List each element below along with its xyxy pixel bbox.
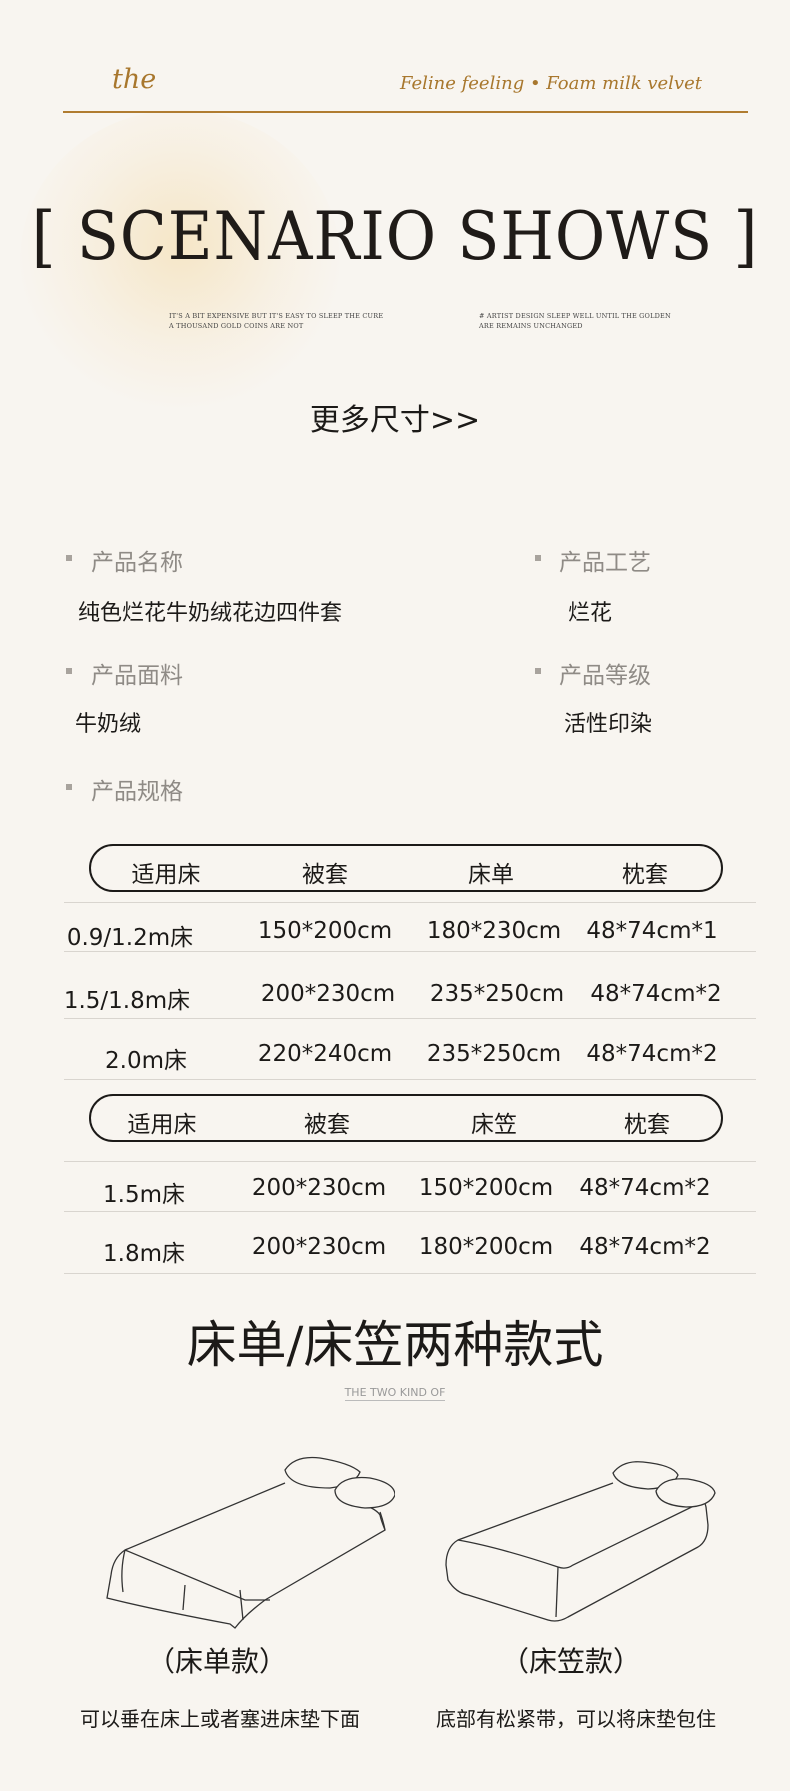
table1-cell: 235*250cm xyxy=(429,981,565,1007)
bullet-icon xyxy=(66,784,72,790)
table2-cell: 200*230cm xyxy=(251,1175,387,1201)
flat-sheet-label: （床单款） xyxy=(146,1645,288,1678)
note-line: ARE REMAINS UNCHANGED xyxy=(479,322,583,330)
hero-note-left: IT'S A BIT EXPENSIVE BUT IT'S EASY TO SL… xyxy=(169,311,383,331)
styles-heading: 床单/床笠两种款式 xyxy=(186,1316,604,1374)
styles-subheading: THE TWO KIND OF xyxy=(0,1386,790,1401)
table2-cell: 1.5m床 xyxy=(103,1182,185,1208)
table1-cell: 220*240cm xyxy=(257,1041,393,1067)
product-name-label: 产品名称 xyxy=(91,550,183,576)
table1-cell: 48*74cm*2 xyxy=(586,1041,718,1067)
subheading-text: THE TWO KIND OF xyxy=(344,1386,446,1401)
product-craft-value: 烂花 xyxy=(568,601,613,626)
table2-header-cell: 适用床 xyxy=(127,1112,197,1138)
fitted-sheet-label: （床笠款） xyxy=(500,1645,642,1678)
note-line: IT'S A BIT EXPENSIVE BUT IT'S EASY TO SL… xyxy=(169,312,384,320)
table1-cell: 2.0m床 xyxy=(105,1048,187,1074)
table1-cell: 0.9/1.2m床 xyxy=(66,925,194,951)
table1-cell: 200*230cm xyxy=(260,981,396,1007)
table1-cell: 180*230cm xyxy=(426,918,562,944)
product-fabric-label: 产品面料 xyxy=(91,663,183,689)
bullet-icon xyxy=(535,555,541,561)
fitted-sheet-bed-icon xyxy=(445,1461,716,1622)
table1-cell: 48*74cm*2 xyxy=(590,981,722,1007)
table2-cell: 180*200cm xyxy=(418,1234,554,1260)
table1-cell: 1.5/1.8m床 xyxy=(63,988,191,1014)
table1-header-cell: 床单 xyxy=(468,862,514,888)
table2-cell: 1.8m床 xyxy=(103,1241,185,1267)
row-divider xyxy=(64,1161,756,1162)
flat-sheet-caption: 可以垂在床上或者塞进床垫下面 xyxy=(80,1707,360,1731)
table1-cell: 48*74cm*1 xyxy=(586,918,718,944)
row-divider xyxy=(64,902,756,903)
table2-cell: 48*74cm*2 xyxy=(579,1175,711,1201)
row-divider xyxy=(64,1079,756,1080)
fitted-sheet-caption: 底部有松紧带，可以将床垫包住 xyxy=(436,1707,716,1731)
bullet-icon xyxy=(66,668,72,674)
table1-cell: 235*250cm xyxy=(426,1041,562,1067)
table1-header-cell: 枕套 xyxy=(622,862,668,888)
product-name-value: 纯色烂花牛奶绒花边四件套 xyxy=(78,601,343,626)
table2-header xyxy=(89,1094,723,1142)
table1-header-cell: 适用床 xyxy=(131,862,201,888)
table2-cell: 200*230cm xyxy=(251,1234,387,1260)
note-line: # ARTIST DESIGN SLEEP WELL UNTIL THE GOL… xyxy=(479,312,671,320)
more-sizes-link[interactable]: 更多尺寸>> xyxy=(309,403,481,438)
table1-header xyxy=(89,844,723,892)
row-divider xyxy=(64,1273,756,1274)
header-divider xyxy=(63,111,748,113)
table2-header-cell: 被套 xyxy=(304,1112,350,1138)
bullet-icon xyxy=(535,668,541,674)
hero-title: [ SCENARIO SHOWS ] xyxy=(31,198,759,275)
row-divider xyxy=(64,1211,756,1212)
brand-text: the xyxy=(112,64,157,95)
background-glow xyxy=(20,110,340,410)
bullet-icon xyxy=(66,555,72,561)
product-grade-label: 产品等级 xyxy=(559,663,651,689)
product-size-label: 产品规格 xyxy=(91,779,183,805)
product-fabric-value: 牛奶绒 xyxy=(75,712,142,737)
table1-header-cell: 被套 xyxy=(302,862,348,888)
table2-header-cell: 床笠 xyxy=(471,1112,517,1138)
hero-note-right: # ARTIST DESIGN SLEEP WELL UNTIL THE GOL… xyxy=(479,311,671,331)
table2-cell: 150*200cm xyxy=(418,1175,554,1201)
tagline: Feline feeling • Foam milk velvet xyxy=(399,73,702,94)
row-divider xyxy=(64,1018,756,1019)
table1-cell: 150*200cm xyxy=(257,918,393,944)
flat-sheet-bed-icon xyxy=(106,1456,395,1629)
product-grade-value: 活性印染 xyxy=(564,712,653,737)
note-line: A THOUSAND GOLD COINS ARE NOT xyxy=(169,322,304,330)
table2-cell: 48*74cm*2 xyxy=(579,1234,711,1260)
table2-header-cell: 枕套 xyxy=(624,1112,670,1138)
row-divider xyxy=(64,951,756,952)
product-craft-label: 产品工艺 xyxy=(559,550,651,576)
